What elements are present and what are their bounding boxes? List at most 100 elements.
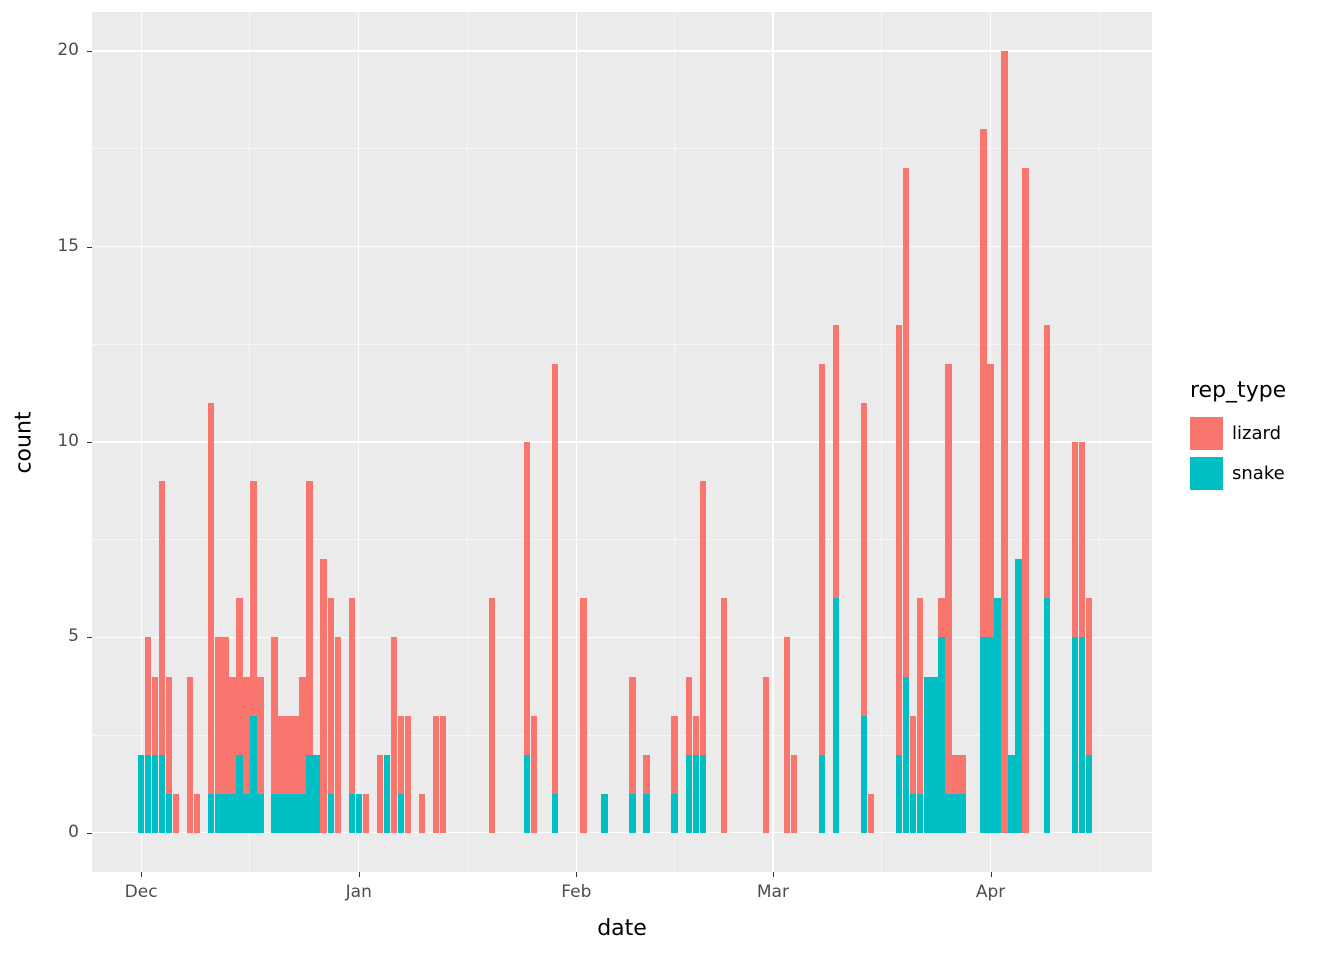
bar-snake (243, 793, 250, 833)
bar-snake (285, 793, 292, 833)
bar-lizard (685, 676, 692, 755)
bar-snake (355, 793, 362, 833)
bar-lizard (861, 402, 868, 716)
bar-lizard (306, 481, 313, 755)
bar-snake (629, 793, 636, 833)
bar-snake (896, 754, 903, 833)
bar-snake (601, 793, 608, 833)
x-axis-tick-label: Feb (561, 882, 592, 902)
x-axis-tick (772, 872, 774, 877)
bar-snake (236, 754, 243, 833)
legend-items: lizard snake (1190, 417, 1286, 490)
legend-key-swatch-lizard (1190, 417, 1223, 450)
bar-snake (699, 754, 706, 833)
bar-lizard (832, 324, 840, 599)
y-axis-tick-label: 0 (68, 821, 79, 842)
bar-snake (1043, 598, 1050, 833)
legend-item-label: snake (1232, 463, 1285, 484)
bar-snake (159, 754, 166, 833)
bar-lizard (783, 637, 791, 833)
bar-snake (692, 754, 699, 833)
bar-snake (397, 793, 405, 833)
gridline-major-x (358, 12, 360, 872)
y-axis-tick (87, 832, 92, 834)
bar-lizard (1001, 51, 1008, 833)
gridline-minor-y (92, 148, 1152, 150)
bar-lizard (699, 481, 706, 755)
bar-lizard (166, 676, 173, 794)
bar-lizard (292, 715, 299, 794)
bar-lizard (910, 715, 917, 794)
bar-lizard (152, 676, 159, 755)
y-axis-tick-label: 15 (57, 235, 79, 256)
x-axis-tick-label: Jan (345, 882, 372, 902)
bar-snake (1008, 754, 1015, 833)
bar-snake (861, 715, 868, 833)
bar-snake (292, 793, 299, 833)
bar-lizard (952, 754, 959, 794)
bar-snake (313, 754, 320, 833)
bar-lizard (257, 676, 264, 794)
legend-title: rep_type (1190, 378, 1287, 403)
bar-snake (524, 754, 531, 833)
gridline-minor-y (92, 734, 1152, 736)
bar-snake (987, 637, 994, 833)
bar-snake (903, 676, 910, 833)
bar-lizard (404, 715, 412, 833)
bar-lizard (671, 715, 678, 794)
bar-snake (137, 754, 145, 833)
bar-lizard (1022, 168, 1029, 833)
x-axis-tick (576, 872, 578, 877)
bar-lizard (243, 676, 250, 794)
bar-lizard (1078, 442, 1085, 638)
gridline-major-y (92, 832, 1152, 834)
bar-lizard (818, 363, 826, 755)
gridline-major-y (92, 636, 1152, 639)
bar-snake (327, 793, 334, 833)
bar-lizard (320, 559, 327, 833)
bar-lizard (348, 598, 355, 794)
bar-lizard (959, 754, 966, 794)
bar-snake (832, 598, 840, 833)
bar-lizard (903, 168, 910, 677)
bar-lizard (488, 598, 496, 833)
y-axis-tick (87, 246, 92, 248)
bar-lizard (194, 793, 201, 833)
bar-lizard (299, 676, 306, 794)
bar-lizard (790, 754, 798, 833)
legend-item-label: lizard (1232, 423, 1281, 444)
bar-snake (152, 754, 159, 833)
gridline-major-x (140, 12, 142, 872)
bar-lizard (271, 637, 278, 794)
bar-snake (980, 637, 987, 833)
x-axis-tick-label: Mar (756, 882, 789, 902)
gridline-major-y (92, 245, 1152, 248)
legend: rep_type lizard snake (1190, 378, 1286, 497)
y-axis-tick (87, 51, 92, 53)
bar-lizard (285, 715, 292, 794)
bar-snake (166, 793, 173, 833)
bar-lizard (215, 637, 222, 794)
x-axis-tick-label: Apr (975, 882, 1006, 902)
bar-lizard (720, 598, 727, 833)
bar-snake (552, 793, 559, 833)
gridline-minor-y (92, 343, 1152, 345)
bar-lizard (980, 129, 987, 638)
bar-lizard (159, 481, 166, 755)
bar-lizard (945, 363, 952, 794)
legend-key-swatch-snake (1190, 457, 1223, 490)
bar-lizard (531, 715, 538, 833)
bar-snake (959, 793, 966, 833)
bar-snake (938, 637, 945, 833)
gridline-major-x (575, 12, 577, 872)
bar-snake (145, 754, 152, 833)
bar-snake (931, 676, 938, 833)
bar-lizard (1043, 324, 1050, 599)
bar-lizard (362, 793, 369, 833)
y-axis-tick (87, 637, 92, 639)
bar-lizard (390, 637, 397, 833)
bar-lizard (376, 754, 383, 833)
bar-lizard (692, 715, 699, 755)
bar-snake (271, 793, 278, 833)
bar-snake (348, 793, 355, 833)
